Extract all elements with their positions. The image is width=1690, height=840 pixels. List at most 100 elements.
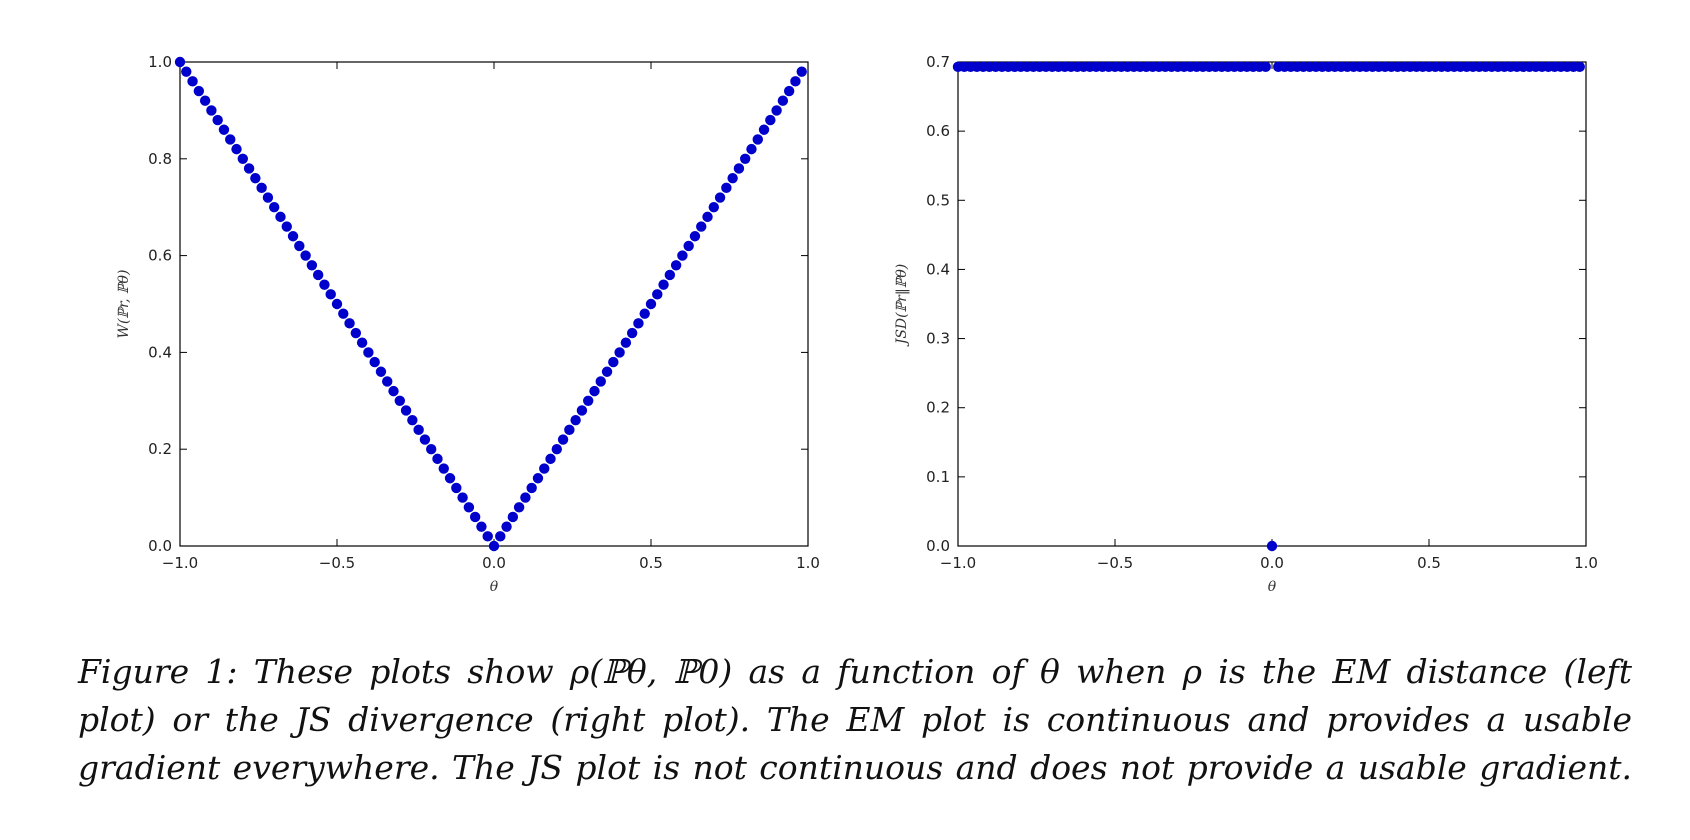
data-point: [501, 521, 512, 532]
data-point: [752, 134, 763, 145]
data-point: [256, 182, 267, 194]
data-point: [626, 327, 638, 339]
y-tick-label: 0.4: [148, 343, 172, 361]
data-point: [551, 444, 562, 455]
data-point: [589, 385, 600, 397]
data-point: [300, 250, 311, 261]
data-point: [225, 134, 236, 145]
data-point: [237, 153, 248, 164]
data-point: [432, 453, 443, 465]
data-point: [344, 318, 355, 329]
data-point: [639, 308, 650, 319]
x-tick-label: −1.0: [162, 554, 198, 572]
data-point: [444, 473, 456, 484]
data-point: [545, 453, 556, 465]
data-point: [407, 414, 418, 426]
y-axis-label: JSD(ℙr‖ℙθ): [894, 264, 910, 348]
data-point: [796, 66, 807, 77]
x-tick-label: −0.5: [1097, 554, 1133, 572]
data-point: [714, 192, 726, 203]
data-point: [382, 376, 393, 387]
figure-caption: Figure 1: These plots show ρ(ℙθ, ℙ0) as …: [78, 648, 1632, 792]
data-point: [1266, 540, 1278, 552]
data-point: [394, 395, 405, 406]
y-tick-label: 1.0: [148, 53, 172, 71]
data-point: [620, 337, 632, 348]
data-point: [457, 492, 468, 503]
data-point: [526, 482, 537, 494]
data-point: [319, 279, 330, 290]
data-point: [658, 279, 669, 290]
y-tick-label: 0.0: [148, 537, 172, 555]
data-point: [564, 424, 575, 436]
caption-line-2: plot) or the JS divergence (right plot).…: [78, 700, 1632, 739]
data-point: [733, 163, 745, 174]
data-point: [513, 502, 525, 513]
data-point: [243, 163, 255, 174]
data-point: [520, 492, 531, 503]
data-point: [740, 153, 751, 164]
y-tick-label: 0.2: [926, 399, 950, 417]
data-point: [212, 114, 223, 126]
caption-line-3: gradient everywhere. The JS plot is not …: [78, 748, 1632, 787]
data-point: [463, 502, 475, 513]
chart-1: −1.0 −0.5 0.0 0.5 1.0 0.0 0.2 0.4 0.6 0.8 1.0 θ W(ℙr…: [116, 53, 820, 595]
data-point: [633, 318, 644, 329]
data-point: [269, 202, 280, 213]
data-point: [482, 531, 493, 542]
data-point: [350, 327, 362, 339]
data-point: [488, 540, 500, 552]
data-point: [576, 405, 588, 416]
y-tick-label: 0.0: [926, 537, 950, 555]
data-point: [696, 221, 707, 232]
data-point: [206, 105, 217, 116]
data-point: [306, 260, 318, 271]
x-tick-label: 0.0: [1260, 554, 1284, 572]
y-tick-label: 0.4: [926, 260, 950, 278]
y-tick-label: 0.6: [926, 122, 950, 140]
data-point: [262, 192, 274, 203]
data-point: [583, 395, 594, 406]
data-point: [174, 56, 186, 68]
data-point: [287, 231, 299, 242]
plot-frame: [957, 61, 1587, 547]
charts-svg: −1.0 −0.5 0.0 0.5 1.0 0.0 0.2 0.4 0.6 0.8 1.0 θ W(ℙr…: [116, 53, 1598, 595]
data-point: [181, 66, 192, 77]
data-point: [557, 434, 569, 445]
y-axis-label: W(ℙr, ℙθ): [116, 270, 132, 339]
data-point: [199, 95, 211, 106]
y-tick-label: 0.1: [926, 468, 950, 486]
x-tick-label: 0.5: [639, 554, 663, 572]
data-point: [294, 240, 305, 252]
data-point: [193, 85, 205, 97]
data-point: [765, 114, 776, 126]
data-point: [708, 202, 719, 213]
data-point: [363, 347, 374, 358]
x-tick-label: −1.0: [940, 554, 976, 572]
data-point: [677, 250, 688, 261]
data-point: [790, 76, 801, 87]
chart-2: −1.0 −0.5 0.0 0.5 1.0 0.0 0.1 0.2 0.3 0.4 0.5 0.6 0.…: [894, 53, 1598, 595]
data-point: [645, 298, 657, 310]
plot-frame: [179, 61, 809, 547]
data-point: [1260, 61, 1271, 73]
data-point: [614, 347, 625, 358]
data-point: [777, 95, 789, 106]
data-point: [570, 414, 581, 426]
data-point: [721, 182, 732, 194]
y-tick-label: 0.2: [148, 440, 172, 458]
data-point: [758, 124, 770, 135]
data-point: [388, 385, 399, 397]
data-point: [187, 76, 198, 87]
data-point: [1574, 61, 1585, 73]
y-tick-label: 0.8: [148, 150, 172, 168]
data-point: [281, 221, 292, 232]
data-point: [325, 289, 336, 300]
data-point: [507, 511, 519, 523]
data-point: [783, 85, 795, 97]
x-tick-label: 1.0: [796, 554, 820, 572]
data-point: [670, 260, 682, 271]
data-point: [771, 105, 782, 116]
data-point: [400, 405, 412, 416]
